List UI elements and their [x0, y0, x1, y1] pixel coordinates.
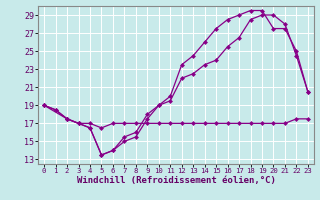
X-axis label: Windchill (Refroidissement éolien,°C): Windchill (Refroidissement éolien,°C) — [76, 176, 276, 185]
